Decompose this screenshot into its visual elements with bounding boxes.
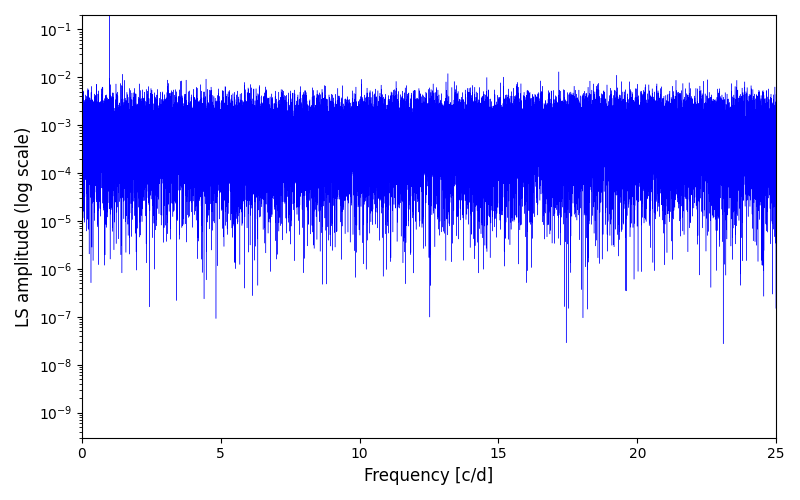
X-axis label: Frequency [c/d]: Frequency [c/d]	[364, 467, 494, 485]
Y-axis label: LS amplitude (log scale): LS amplitude (log scale)	[15, 126, 33, 326]
